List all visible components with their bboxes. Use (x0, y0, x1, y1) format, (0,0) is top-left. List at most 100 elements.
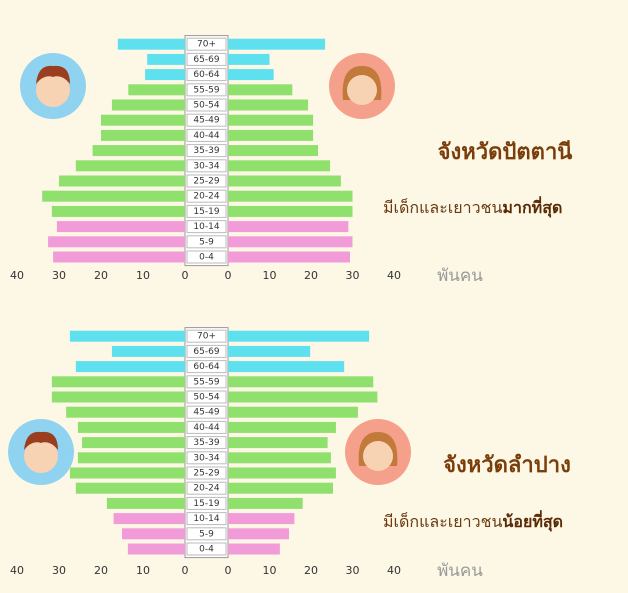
bar (228, 376, 374, 388)
age-cell (186, 189, 227, 203)
bar (228, 175, 341, 187)
age-cell (186, 451, 227, 465)
bar (228, 543, 280, 555)
bar (101, 129, 185, 141)
x-unit: พันคน (437, 266, 483, 286)
bar (51, 391, 185, 403)
bar (228, 190, 353, 202)
bar (66, 406, 185, 418)
age-cell (186, 496, 227, 510)
bar (101, 114, 185, 126)
bar (228, 330, 370, 342)
bar (228, 53, 270, 65)
bar (228, 361, 345, 373)
age-label: 25-29 (193, 469, 219, 479)
age-label: 55-59 (193, 85, 219, 95)
age-cell (186, 329, 227, 343)
x-tick-label: 0 (225, 564, 232, 577)
bar (228, 482, 333, 494)
bar (75, 160, 185, 172)
x-tick-label: 30 (346, 564, 360, 577)
bar (106, 497, 185, 509)
age-label: 15-19 (193, 207, 219, 217)
bar (228, 69, 274, 81)
bar (228, 467, 336, 479)
bar (128, 84, 185, 96)
bar (228, 421, 336, 433)
bar (145, 69, 185, 81)
age-label: 30-34 (193, 161, 219, 171)
age-label: 70+ (197, 40, 216, 50)
bar (228, 437, 328, 449)
x-tick-label: 40 (10, 269, 24, 282)
age-cell (186, 375, 227, 389)
age-label: 15-19 (193, 499, 219, 509)
x-tick-label: 30 (346, 269, 360, 282)
female-icon (329, 53, 395, 119)
age-cell (186, 174, 227, 188)
bar (228, 145, 319, 157)
bar (228, 251, 351, 263)
x-tick-label: 10 (263, 269, 277, 282)
bar (69, 467, 185, 479)
x-tick-label: 20 (304, 564, 318, 577)
female-icon (345, 419, 411, 485)
age-label: 25-29 (193, 177, 219, 187)
age-cell (186, 204, 227, 218)
age-label: 45-49 (193, 408, 219, 418)
bar (92, 145, 185, 157)
bar (75, 361, 185, 373)
bar (228, 160, 331, 172)
age-label: 45-49 (193, 116, 219, 126)
x-tick-label: 30 (52, 269, 66, 282)
age-cell (186, 542, 227, 556)
bar (228, 38, 326, 50)
x-tick-label: 0 (182, 564, 189, 577)
age-cell (186, 250, 227, 264)
bar (228, 497, 303, 509)
bar (228, 99, 309, 111)
bar (228, 129, 314, 141)
age-label: 70+ (197, 332, 216, 342)
bar (111, 99, 185, 111)
bar (228, 391, 378, 403)
bar (82, 437, 185, 449)
age-label: 5-9 (199, 529, 214, 539)
age-cell (186, 527, 227, 541)
subtitle: มีเด็กและเยาวชนมากที่สุด (383, 196, 562, 218)
bar (77, 421, 185, 433)
subtitle-emphasis: น้อยที่สุด (502, 510, 563, 532)
bar (228, 205, 353, 217)
bar (228, 406, 358, 418)
x-tick-label: 20 (94, 269, 108, 282)
x-tick-label: 0 (225, 269, 232, 282)
age-label: 0-4 (199, 253, 214, 263)
subtitle: มีเด็กและเยาวชนน้อยที่สุด (383, 510, 563, 532)
bar (127, 543, 185, 555)
age-label: 65-69 (193, 55, 219, 65)
bar (228, 513, 295, 525)
bar (228, 236, 353, 248)
age-label: 35-39 (193, 146, 219, 156)
age-label: 10-14 (193, 514, 219, 524)
x-tick-label: 40 (387, 564, 401, 577)
age-label: 35-39 (193, 438, 219, 448)
x-unit: พันคน (437, 561, 483, 581)
bar (228, 84, 293, 96)
male-icon (8, 419, 74, 485)
age-label: 10-14 (193, 222, 219, 232)
bar (111, 345, 185, 357)
bar (75, 482, 185, 494)
age-cell (186, 220, 227, 234)
bar (77, 452, 185, 464)
bar (228, 345, 311, 357)
x-tick-label: 40 (10, 564, 24, 577)
age-cell (186, 52, 227, 66)
age-cell (186, 98, 227, 112)
age-label: 40-44 (193, 423, 219, 433)
age-label: 20-24 (193, 192, 219, 202)
bar (228, 528, 290, 540)
bar (56, 221, 186, 233)
